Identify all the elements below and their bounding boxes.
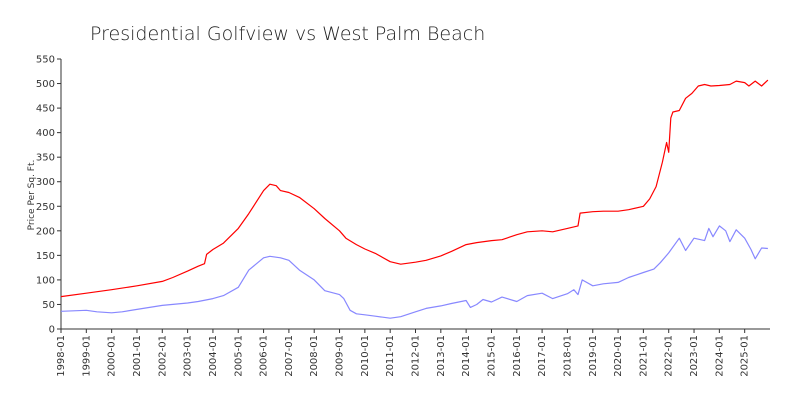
x-tick-label: 1998-01 [56,335,67,377]
x-tick-label: 2008-01 [309,335,320,377]
x-tick-label: 2017-01 [537,335,548,377]
x-tick-label: 2016-01 [512,335,523,377]
y-tick-label: 500 [36,79,55,90]
chart-title: Presidential Golfview vs West Palm Beach [90,23,485,45]
x-tick-label: 2003-01 [183,335,194,377]
x-tick-label: 2004-01 [208,335,219,377]
series-line-2 [60,225,768,319]
x-tick-label: 2024-01 [714,335,725,377]
y-tick-label: 100 [36,275,55,286]
x-tick-label: 2007-01 [284,335,295,377]
x-tick-label: 2014-01 [461,335,472,377]
y-tick-label: 250 [36,202,55,213]
x-tick-label: 2012-01 [411,335,422,377]
y-tick-label: 200 [36,226,55,237]
y-axis-label: Price Per Sq. Ft. [27,160,37,231]
x-tick-label: 2019-01 [588,335,599,377]
x-tick-label: 2010-01 [360,335,371,377]
x-tick-label: 2015-01 [486,335,497,377]
x-tick-label: 2005-01 [233,335,244,377]
y-tick-label: 550 [36,55,55,66]
x-tick-label: 2025-01 [740,335,751,377]
y-tick-label: 450 [36,104,55,115]
y-tick-label: 50 [42,300,55,311]
x-tick-label: 2006-01 [259,335,270,377]
x-tick-label: 2022-01 [664,335,675,377]
axes: 0 50 100 150 200 250 300 350 400 450 500 550 1998-01… [36,55,770,377]
series-line-1 [60,79,769,298]
y-tick-label: 0 [49,325,55,336]
x-tick-label: 2021-01 [638,335,649,377]
y-tick-label: 350 [36,153,55,164]
x-tick-label: 2011-01 [385,335,396,377]
y-tick-label: 300 [36,177,55,188]
series-lines [60,79,769,319]
x-tick-label: 2000-01 [107,335,118,377]
y-tick-label: 400 [36,128,55,139]
x-tick-label: 2001-01 [132,335,143,377]
x-tick-label: 1999-01 [81,335,92,377]
x-tick-label: 2002-01 [157,335,168,377]
x-tick-label: 2020-01 [613,335,624,377]
x-tick-label: 2013-01 [436,335,447,377]
x-tick-label: 2023-01 [689,335,700,377]
x-tick-label: 2018-01 [562,335,573,377]
y-tick-label: 150 [36,251,55,262]
x-tick-label: 2009-01 [335,335,346,377]
